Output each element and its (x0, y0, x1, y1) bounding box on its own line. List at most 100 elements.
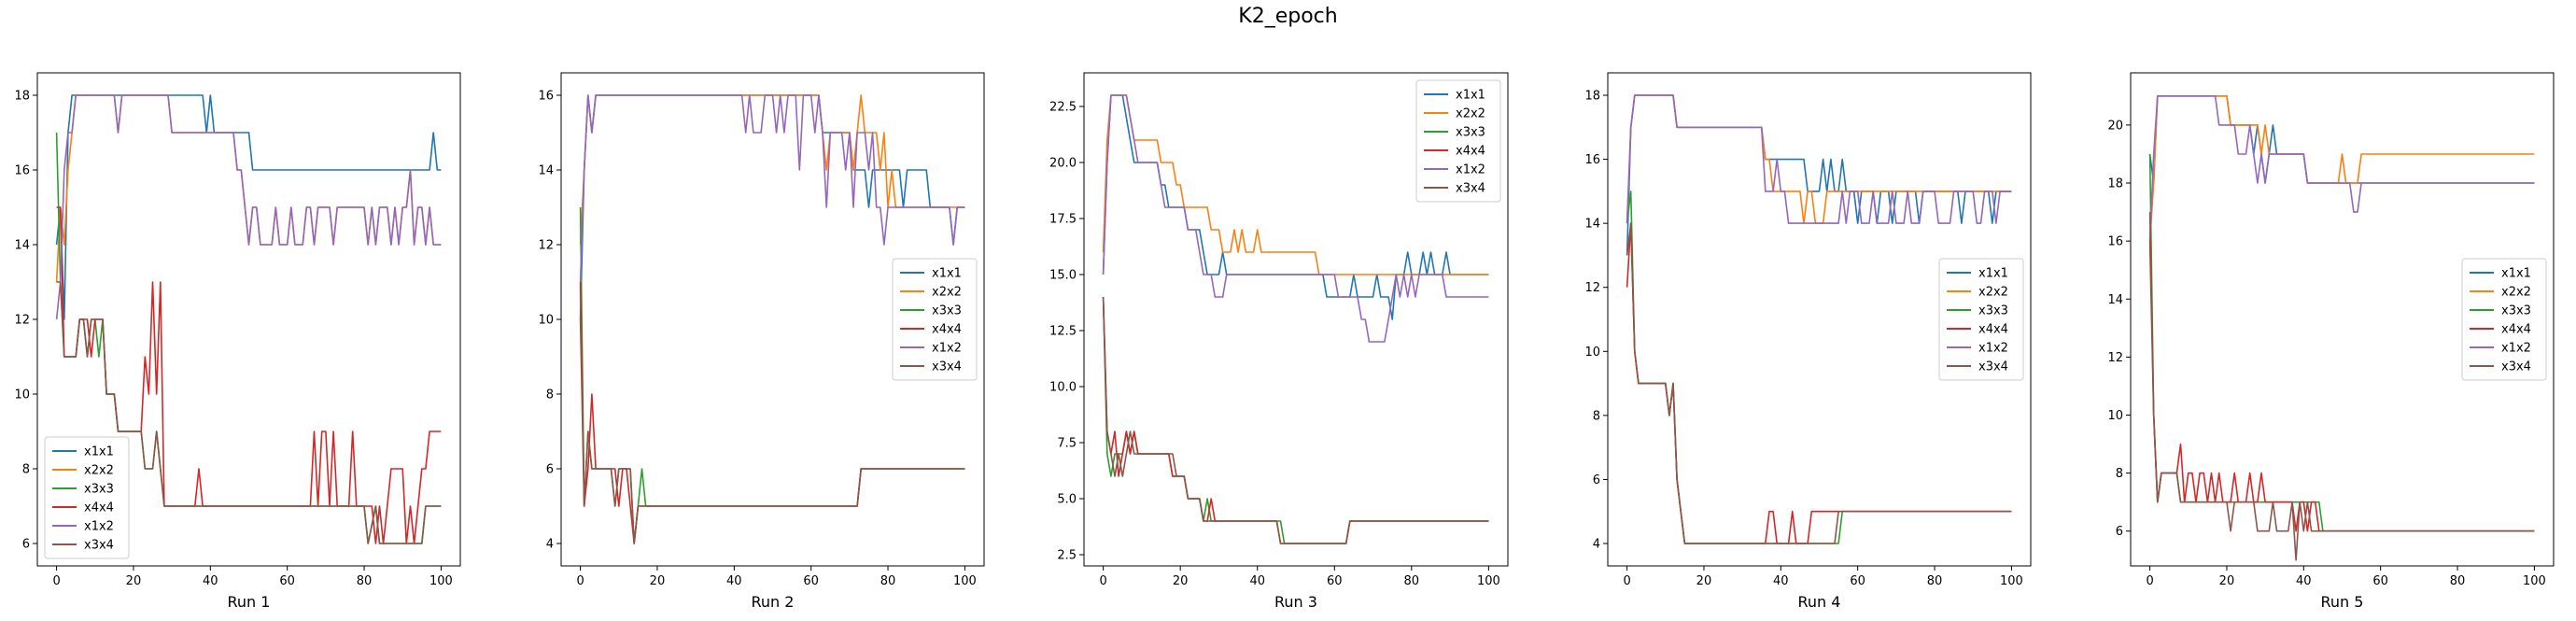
y-tick-label: 14 (1584, 218, 1600, 232)
x-tick-label: 40 (203, 574, 218, 588)
series-line-x1x1 (1626, 94, 2012, 256)
series-line-x1x1 (2148, 95, 2535, 184)
y-tick-label: 14 (14, 239, 30, 253)
y-tick-label: 12 (538, 239, 554, 253)
series-line-x1x2 (55, 94, 442, 320)
y-tick-label: 6 (22, 538, 30, 552)
x-tick-label: 20 (650, 574, 666, 588)
series-line-x2x2 (55, 94, 442, 283)
y-tick-label: 12 (2107, 351, 2123, 365)
y-tick-label: 16 (14, 164, 30, 178)
legend-box (1938, 258, 2024, 381)
y-tick-label: 16 (538, 90, 554, 104)
legend-label-x3x4: x3x4 (932, 360, 962, 374)
legend-box (2461, 258, 2547, 381)
x-tick-label: 20 (2219, 574, 2235, 588)
y-tick-label: 15.0 (1049, 269, 1077, 283)
axes-frame (1607, 72, 2032, 567)
x-axis-label: Run 5 (2321, 593, 2364, 611)
legend-label-x2x2: x2x2 (2501, 286, 2531, 300)
y-tick-label: 12 (14, 314, 30, 328)
legend-label-x3x4: x3x4 (1456, 182, 1485, 196)
legend-label-x3x4: x3x4 (2501, 360, 2531, 374)
x-tick-label: 40 (1773, 574, 1789, 588)
y-tick-label: 5.0 (1057, 493, 1077, 507)
series-line-x1x2 (1626, 94, 2012, 224)
y-tick-label: 16 (1584, 153, 1600, 167)
x-tick-label: 100 (2000, 574, 2023, 588)
x-tick-label: 100 (2523, 574, 2546, 588)
y-tick-label: 18 (1584, 90, 1600, 104)
y-tick-label: 7.5 (1057, 437, 1077, 451)
legend-label-x4x4: x4x4 (1978, 323, 2008, 337)
y-tick-label: 14 (538, 164, 554, 178)
y-tick-label: 8 (1593, 409, 1600, 423)
x-tick-label: 100 (429, 574, 453, 588)
x-tick-label: 0 (576, 574, 584, 588)
x-tick-label: 60 (279, 574, 295, 588)
y-tick-label: 16 (2107, 235, 2123, 249)
y-tick-label: 2.5 (1057, 549, 1077, 563)
series-group (1102, 94, 1489, 544)
series-group (1626, 94, 2012, 544)
subplot-3: 0 20 40 60 80 100 2.5 5.0 7.5 10.0 12.5 15.0 17.5 20.… (1049, 72, 1509, 611)
y-tick-label: 14 (2107, 293, 2123, 307)
x-axis-label: Run 3 (1274, 593, 1317, 611)
x-tick-label: 80 (1404, 574, 1420, 588)
series-line-x4x4 (2148, 241, 2535, 532)
legend-label-x3x3: x3x3 (932, 304, 962, 318)
legend-label-x1x1: x1x1 (932, 267, 962, 281)
x-axis-label: Run 2 (752, 593, 795, 611)
legend-label-x2x2: x2x2 (84, 464, 114, 478)
subplot-4: 0 20 40 60 80 100 4 6 8 10 12 14 16 18 Run 4 x1x1 x2x2 x3… (1584, 72, 2032, 611)
y-tick-label: 6 (1593, 473, 1600, 487)
y-tick-label: 12.5 (1049, 325, 1077, 339)
y-tick-label: 8 (22, 463, 30, 477)
series-line-x1x2 (579, 94, 965, 283)
legend-label-x2x2: x2x2 (932, 286, 962, 300)
x-tick-label: 40 (726, 574, 742, 588)
legend-label-x1x2: x1x2 (1456, 163, 1485, 177)
series-line-x2x2 (1626, 94, 2012, 224)
y-tick-label: 6 (546, 463, 554, 477)
series-line-x1x2 (2148, 95, 2535, 242)
legend-label-x2x2: x2x2 (1456, 107, 1485, 121)
y-tick-label: 10.0 (1049, 381, 1077, 395)
x-tick-label: 80 (880, 574, 896, 588)
series-line-x3x4 (579, 318, 965, 544)
legend-label-x1x1: x1x1 (2501, 267, 2531, 281)
series-group (579, 94, 965, 544)
legend: x1x1 x2x2 x3x3 x4x4 x1x2 x3x4 (44, 436, 130, 559)
y-tick-label: 4 (1593, 538, 1600, 552)
legend: x1x1 x2x2 x3x3 x4x4 x1x2 x3x4 (2461, 258, 2547, 381)
legend-box (44, 436, 130, 559)
x-tick-label: 80 (2450, 574, 2466, 588)
legend-label-x4x4: x4x4 (84, 501, 114, 515)
legend-box (1415, 79, 1501, 203)
series-line-x3x3 (1102, 296, 1489, 544)
series-line-x3x4 (1102, 296, 1489, 544)
x-tick-label: 0 (1099, 574, 1106, 588)
subplot-2: 0 20 40 60 80 100 4 6 8 10 12 14 16 Run 2 x1x1 x2x2 x3x3… (538, 72, 985, 611)
x-tick-label: 20 (126, 574, 142, 588)
legend-label-x1x2: x1x2 (932, 342, 962, 356)
figure-title: K2_epoch (1238, 5, 1338, 28)
series-line-x3x4 (1626, 222, 2012, 544)
legend-label-x1x2: x1x2 (84, 520, 114, 534)
x-tick-label: 80 (1927, 574, 1943, 588)
legend-label-x4x4: x4x4 (2501, 323, 2531, 337)
subplot-1: 0 20 40 60 80 100 6 8 10 12 14 16 18 Run 1 x1x1 x2x2 x3x… (14, 72, 461, 611)
legend-label-x1x2: x1x2 (2501, 342, 2531, 356)
y-tick-label: 8 (2116, 467, 2123, 481)
axes-frame (2130, 72, 2555, 567)
legend-label-x1x1: x1x1 (1456, 89, 1485, 103)
y-tick-label: 20.0 (1049, 157, 1077, 171)
x-tick-label: 20 (1696, 574, 1712, 588)
axes-frame (1083, 72, 1509, 567)
legend-label-x1x1: x1x1 (1978, 267, 2008, 281)
x-tick-label: 0 (2146, 574, 2153, 588)
y-tick-label: 4 (546, 538, 554, 552)
legend: x1x1 x2x2 x3x3 x4x4 x1x2 x3x4 (1938, 258, 2024, 381)
